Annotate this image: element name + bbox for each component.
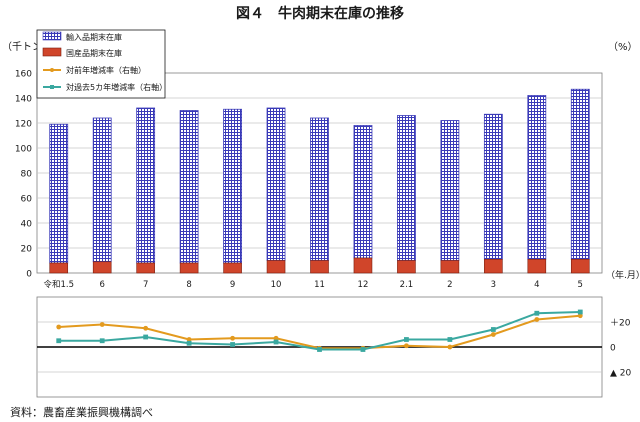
legend-label-yoy: 対前年増減率（右軸） [66, 65, 146, 75]
bar-domestic [527, 258, 547, 274]
point-yoy [56, 324, 62, 330]
bar-domestic [440, 260, 460, 274]
point-yoy [534, 317, 540, 322]
x-tick-label: 7 [143, 280, 148, 290]
bar-import [353, 125, 373, 259]
y2-tick-label: ▲ 20 [610, 369, 632, 379]
y2-tick-label: ＋20 [610, 318, 631, 329]
bar-domestic [397, 260, 416, 274]
y-tick-label: 40 [21, 220, 33, 230]
legend-swatch-import [42, 31, 62, 41]
bars [49, 88, 590, 274]
x-tick-label: 6 [99, 280, 104, 290]
line-yoy [58, 314, 581, 350]
point-5yr [99, 338, 105, 344]
legend-label-5yr: 対過去5カ年増減率（右軸） [66, 82, 167, 92]
bar-domestic [136, 262, 155, 274]
bar-domestic [223, 262, 242, 274]
bar-import [483, 113, 503, 260]
bar-import [397, 115, 416, 261]
x-tick-label: 12 [358, 280, 369, 290]
point-5yr [577, 309, 583, 315]
y-tick-label: 20 [21, 245, 33, 255]
y-tick-label: 160 [15, 70, 32, 80]
point-5yr [404, 337, 409, 342]
point-yoy [99, 322, 105, 327]
bar-import [92, 117, 112, 263]
bar-domestic [353, 257, 373, 274]
legend-swatch-domestic [42, 47, 62, 57]
point-yoy [577, 313, 583, 319]
bar-domestic [49, 262, 69, 274]
bar-import [570, 88, 590, 260]
x-tick-label: 4 [534, 280, 539, 290]
point-yoy [447, 344, 453, 350]
x-tick-label: 3 [491, 280, 496, 290]
y-tick-label: 80 [21, 170, 33, 180]
bar-import [223, 108, 242, 264]
bar-domestic [266, 260, 286, 274]
chart-title: 図４ 牛肉期末在庫の推移 [236, 6, 404, 22]
point-5yr [56, 338, 62, 344]
y-tick-label: 100 [15, 145, 32, 155]
bar-import [49, 123, 69, 264]
bar-domestic [484, 258, 503, 274]
point-yoy [186, 337, 192, 342]
x-tick-label: 5 [578, 280, 583, 290]
y2-tick-label: 0 [610, 344, 616, 354]
x-tick-label: 2 [447, 280, 452, 290]
point-yoy [230, 335, 235, 341]
point-5yr [230, 342, 235, 347]
bar-import [179, 110, 199, 264]
y2-axis-label: （%） [608, 41, 638, 53]
bar-import [527, 95, 547, 260]
rate-lines [56, 309, 583, 352]
y-tick-label: 120 [15, 120, 32, 130]
point-5yr [143, 334, 149, 340]
y-tick-labels: 0 20 40 60 80 100 120 140 160 [15, 70, 32, 280]
point-5yr [447, 337, 453, 342]
x-tick-labels: 令和1.5 6 7 8 9 10 11 12 2.1 2 3 4 5 [43, 279, 583, 290]
bar-import [440, 120, 460, 261]
x-tick-label: 11 [314, 280, 325, 290]
point-yoy [490, 332, 496, 337]
bar-domestic [179, 262, 199, 274]
legend: 輸入品期末在庫 国産品期末在庫 対前年増減率（右軸） 対過去5カ年増減率（右軸） [36, 29, 167, 99]
point-yoy [273, 335, 279, 341]
x-tick-label: 2.1 [400, 280, 414, 290]
source-note: 資料：農畜産業振興機構調べ [10, 406, 153, 419]
point-yoy [143, 325, 149, 331]
point-5yr [186, 340, 192, 346]
point-yoy [404, 343, 409, 349]
x-tick-label: 10 [271, 280, 282, 290]
x-tick-label: 9 [230, 280, 235, 290]
y2-tick-labels: ＋20 0 ▲ 20 [610, 318, 632, 379]
legend-label-domestic: 国産品期末在庫 [66, 48, 122, 58]
x-tick-label: 令和1.5 [43, 279, 74, 290]
y-tick-label: 60 [21, 195, 33, 205]
bar-domestic [92, 261, 112, 274]
x-axis-label: （年.月） [606, 269, 640, 281]
point-5yr [490, 327, 496, 332]
bar-import [136, 107, 156, 264]
x-tick-label: 8 [186, 280, 191, 290]
legend-label-import: 輸入品期末在庫 [66, 32, 122, 42]
point-5yr [317, 347, 322, 352]
point-5yr [273, 339, 279, 345]
legend-marker-5yr [50, 85, 54, 89]
bar-domestic [570, 258, 590, 274]
bar-import [310, 117, 329, 261]
y-tick-label: 0 [26, 270, 32, 280]
y-tick-label: 140 [15, 95, 32, 105]
point-5yr [360, 347, 366, 352]
bar-import [266, 107, 286, 261]
bar-domestic [310, 260, 329, 274]
point-5yr [534, 310, 540, 316]
legend-marker-yoy [50, 68, 54, 72]
